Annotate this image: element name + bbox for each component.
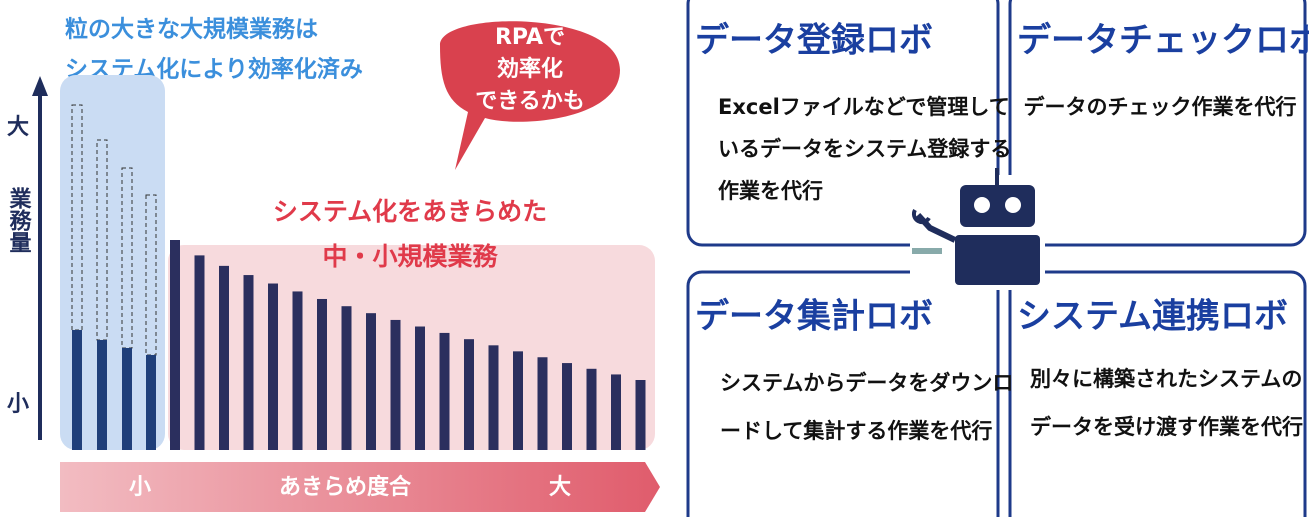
illustration-bar [636, 380, 646, 450]
card-text: データのチェック作業を代行 [1024, 95, 1297, 119]
scale-label: あきらめ度合 [279, 474, 412, 500]
illustration-bar [513, 351, 523, 450]
scale-low: 小 [129, 475, 151, 500]
small-region [168, 245, 655, 450]
card-text: システムからデータをダウンロ [720, 371, 1013, 395]
card-text: 作業を代行 [718, 179, 823, 203]
region-label: 中・小規模業務 [322, 242, 498, 271]
card-text: ードして集計する作業を代行 [720, 419, 992, 443]
card-text: いるデータをシステム登録する [718, 137, 1011, 161]
bubble-text: RPAで [495, 25, 565, 50]
illustration-bar [366, 313, 376, 450]
illustration-bar [489, 345, 499, 450]
illustration-bar [219, 266, 229, 450]
region-label: システム化をあきらめた [273, 197, 547, 226]
bubble-text: できるかも [475, 89, 585, 114]
scale-high: 大 [549, 475, 571, 500]
illustration-bar [268, 284, 278, 450]
page: 粒の大きな大規模業務は システム化により効率化済み 大 業務量 小 RPAで 効… [0, 0, 1309, 517]
illustration-bar [440, 333, 450, 450]
robot-icon [910, 168, 1045, 290]
illustration-bar [195, 255, 205, 450]
card-title: データ登録ロボ [695, 21, 933, 61]
card-text: Excelファイルなどで管理して [718, 95, 1010, 119]
card-title: データチェックロボ [1017, 21, 1309, 61]
illustration-bar [415, 327, 425, 450]
card-text: データを受け渡す作業を代行 [1030, 415, 1303, 439]
illustration-bar [293, 291, 303, 450]
illustration-bar [587, 369, 597, 450]
illustration-bar [244, 275, 254, 450]
illustration-bar [170, 240, 180, 450]
y-axis-label: 業務量 [6, 187, 32, 253]
y-axis-top: 大 [7, 115, 29, 140]
illustration-bar [538, 357, 548, 450]
bubble-text: 効率化 [497, 56, 563, 82]
illustration-bar [611, 374, 621, 450]
illustration-bar [317, 299, 327, 450]
illustration-bar [122, 348, 132, 450]
caption: 粒の大きな大規模業務は [65, 16, 318, 43]
illustration-bar [391, 320, 401, 450]
card-text: 別々に構築されたシステムの [1030, 367, 1302, 391]
card-title: システム連携ロボ [1017, 297, 1288, 337]
illustration-bar [464, 339, 474, 450]
y-axis-arrow [32, 76, 48, 96]
illustration-bar [72, 330, 82, 450]
illustration-bar [562, 363, 572, 450]
illustration-bar [342, 306, 352, 450]
illustration-bar [146, 355, 156, 450]
card-title: データ集計ロボ [695, 297, 933, 337]
y-axis-bottom: 小 [7, 392, 29, 417]
illustration-bar [97, 340, 107, 450]
